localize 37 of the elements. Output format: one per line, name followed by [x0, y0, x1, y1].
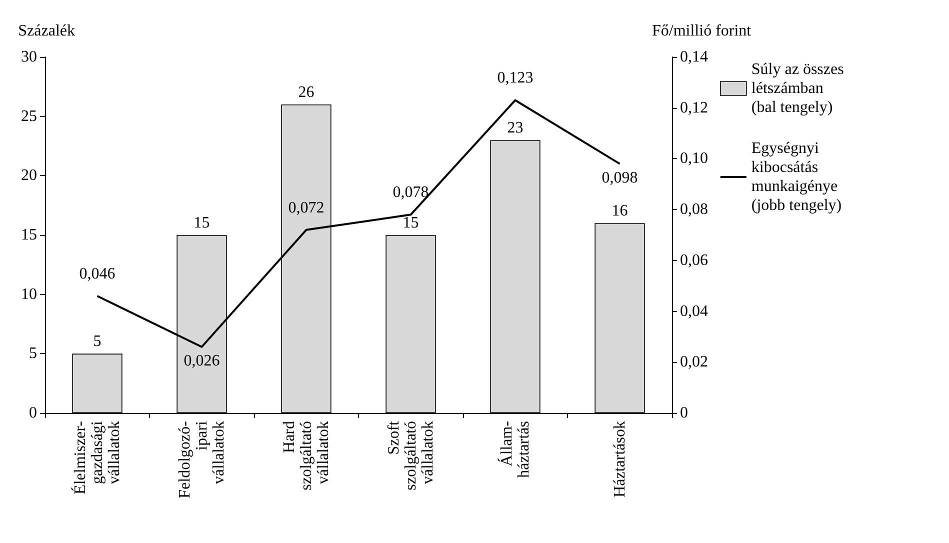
data-label: 23: [507, 120, 524, 137]
data-label: 0,072: [288, 199, 324, 216]
data-label: 15: [402, 214, 419, 232]
data-label: 0,046: [79, 266, 116, 283]
y2-tick-label: 0,08: [680, 201, 708, 218]
y-axis-title: Százalék: [18, 22, 75, 40]
y-tick-label: 0: [29, 404, 37, 422]
y2-tick-label: 0,02: [680, 354, 708, 371]
y-tick-label: 15: [21, 226, 37, 244]
data-label: 5: [93, 333, 102, 350]
y2-tick-label: 0: [680, 404, 688, 422]
data-label: 16: [612, 202, 628, 220]
data-label: 0,078: [392, 184, 429, 202]
y2-tick-label: 0,14: [680, 48, 708, 66]
data-label: 15: [194, 214, 210, 232]
y-tick-label: 30: [21, 48, 37, 66]
x-tick-label: Szoft szolgáltató vállalatok: [385, 420, 436, 490]
data-label: 26: [298, 84, 314, 101]
y2-tick-label: 0,06: [680, 252, 708, 269]
y2-tick-label: 0,12: [680, 99, 708, 116]
y-tick-label: 25: [21, 108, 37, 125]
y2-axis-title: Fő/millió forint: [652, 22, 752, 40]
x-tick-label: Háztartások: [611, 421, 628, 498]
y2-tick-label: 0,04: [680, 302, 708, 320]
legend-label: Súly az összes létszámban (bal tengely): [751, 61, 844, 116]
y2-tick-label: 0,10: [680, 150, 708, 168]
x-tick-label: Feldolgozó- ipari vállalatok: [176, 420, 228, 498]
data-label: 0,026: [184, 352, 220, 370]
x-tick-label: Hard szolgáltató vállalatok: [280, 421, 332, 490]
y-tick-label: 20: [21, 167, 37, 184]
data-label: 0,123: [497, 70, 534, 87]
x-tick-label: Élelmiszer- gazdasági vállalatok: [70, 420, 123, 494]
y-tick-label: 5: [29, 345, 37, 362]
legend-label: Egységnyi kibocsátás munkaigénye (jobb tengely): [751, 140, 842, 214]
x-tick-label: Állam- háztartás: [497, 421, 532, 478]
data-label: 0,098: [602, 169, 638, 186]
y-tick-label: 10: [21, 286, 37, 303]
